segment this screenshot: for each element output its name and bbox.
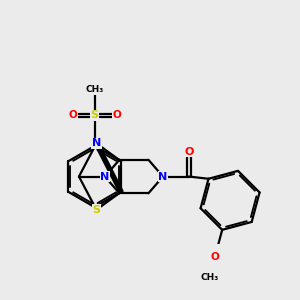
Text: N: N <box>100 172 110 182</box>
Text: CH₃: CH₃ <box>85 85 104 94</box>
Text: S: S <box>92 205 101 215</box>
Text: N: N <box>158 172 168 182</box>
Text: O: O <box>112 110 121 121</box>
Text: S: S <box>91 110 99 121</box>
Text: N: N <box>92 138 101 148</box>
Text: O: O <box>211 252 219 262</box>
Text: O: O <box>184 146 194 157</box>
Text: O: O <box>68 110 77 121</box>
Text: CH₃: CH₃ <box>200 273 218 282</box>
